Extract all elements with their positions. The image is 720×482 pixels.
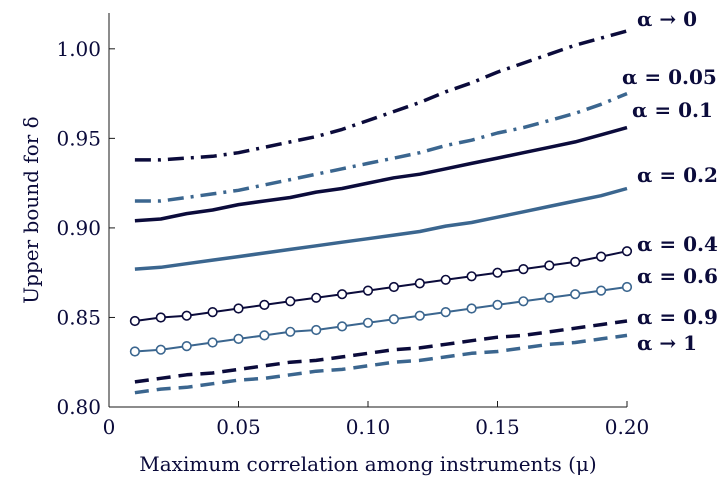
- series-point: [129, 346, 140, 357]
- series-point: [311, 324, 322, 336]
- series-point: [362, 285, 374, 296]
- series-point: [440, 274, 451, 285]
- x-tick-label: 0.05: [216, 415, 261, 439]
- series-point: [207, 337, 218, 348]
- x-tick-label: 0.15: [475, 415, 520, 439]
- series-point: [388, 281, 400, 293]
- series-point: [466, 271, 477, 282]
- y-tick-label: 0.90: [56, 216, 101, 240]
- series-label: α = 0.4: [637, 232, 718, 256]
- series-label: α → 0: [637, 7, 697, 31]
- series-label: α = 0.1: [632, 98, 713, 122]
- x-tick-label: 0.10: [346, 415, 391, 439]
- series-point: [362, 317, 374, 328]
- series-point: [388, 314, 400, 325]
- series-label: α = 0.9: [637, 305, 718, 329]
- series-point: [181, 341, 192, 352]
- series-label: α = 0.6: [637, 264, 718, 288]
- series-point: [337, 321, 348, 332]
- series-line: [134, 319, 628, 384]
- series-point: [544, 292, 555, 303]
- series-point: [621, 246, 633, 257]
- y-tick-label: 0.95: [56, 126, 101, 150]
- x-axis-label: Maximum correlation among instruments (μ…: [139, 452, 596, 476]
- series-point: [233, 303, 244, 314]
- series-point: [129, 315, 140, 327]
- series-point: [595, 285, 607, 296]
- series-point: [233, 333, 244, 345]
- series-point: [595, 251, 607, 262]
- series-point: [621, 281, 633, 293]
- ticks: 0.80 0.85 0.90 0.95 1.00 0 0.05 0.10 0.15 0.20: [56, 37, 649, 439]
- series-label: α = 0.2: [637, 163, 718, 187]
- series-point: [259, 330, 270, 341]
- series-point: [414, 310, 425, 321]
- series-point: [518, 296, 529, 307]
- series-point: [285, 326, 296, 337]
- series-point: [440, 307, 451, 318]
- series-point: [544, 260, 555, 271]
- series-point: [155, 344, 166, 355]
- series-point: [466, 303, 477, 314]
- series-line: [134, 29, 628, 162]
- series-point: [570, 289, 581, 300]
- series-point: [518, 264, 529, 275]
- series-point: [570, 256, 581, 268]
- series-point: [259, 299, 270, 311]
- series-label: α → 1: [637, 331, 697, 355]
- series-point: [155, 312, 166, 323]
- series-line: [134, 186, 628, 271]
- series-point: [337, 289, 348, 300]
- series-line: [134, 125, 628, 223]
- series-line: [134, 333, 628, 395]
- series-point: [285, 296, 296, 307]
- series-layer: [129, 29, 633, 395]
- series-point: [492, 299, 503, 311]
- series-point: [181, 310, 192, 321]
- y-tick-label: 0.85: [56, 305, 101, 329]
- y-axis-label: Upper bound for δ: [19, 116, 43, 303]
- series-point: [414, 278, 425, 289]
- y-tick-label: 1.00: [56, 37, 101, 61]
- series-labels: α → 0 α = 0.05 α = 0.1 α = 0.2 α = 0.4 α = 0.…: [622, 7, 718, 355]
- series-point: [311, 292, 322, 303]
- series-point: [207, 307, 218, 318]
- series-label: α = 0.05: [622, 65, 717, 89]
- y-tick-label: 0.80: [56, 395, 101, 419]
- x-tick-label: 0.20: [605, 415, 650, 439]
- x-tick-label: 0: [103, 415, 116, 439]
- series-point: [492, 267, 503, 278]
